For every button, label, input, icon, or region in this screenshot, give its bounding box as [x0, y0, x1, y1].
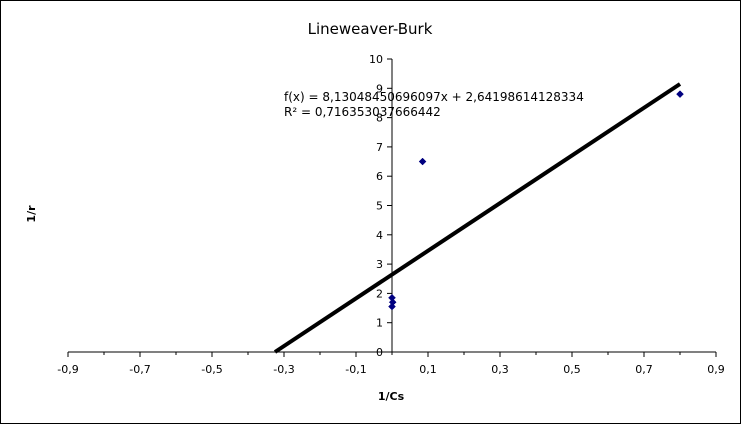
x-tick-label: -0,3 — [273, 363, 294, 376]
y-tick-label: 4 — [376, 229, 383, 242]
trendline-group — [273, 82, 682, 354]
x-tick-label: -0,1 — [345, 363, 366, 376]
x-tick-label: 0,9 — [707, 363, 725, 376]
data-point — [388, 302, 396, 311]
axes: -0,9 -0,7 -0,5 -0,3 -0,1 0,1 0,3 0,5 0,7 0,9 0 1 2 3 4… — [57, 53, 724, 376]
y-tick-label: 6 — [376, 170, 383, 183]
data-point — [676, 90, 684, 99]
y-tick-label: 1 — [376, 317, 383, 330]
y-tick-label: 8 — [376, 112, 383, 125]
y-tick-label: 0 — [376, 346, 383, 359]
x-tick-label: 0,7 — [635, 363, 653, 376]
trendline — [273, 82, 682, 354]
y-tick-label: 5 — [376, 200, 383, 213]
y-tick-label: 3 — [376, 258, 383, 271]
y-tick-label: 10 — [369, 53, 383, 66]
y-tick-label: 7 — [376, 141, 383, 154]
x-axis-title: 1/Cs — [378, 390, 405, 403]
y-tick-label: 2 — [376, 287, 383, 300]
chart-title: Lineweaver-Burk — [308, 20, 433, 38]
x-tick-label: 0,5 — [563, 363, 581, 376]
y-tick-label: 9 — [376, 82, 383, 95]
y-axis-title: 1/r — [25, 205, 38, 223]
x-tick-label: -0,5 — [201, 363, 222, 376]
trendline-r-squared: R² = 0,716353037666442 — [284, 105, 441, 119]
x-tick-label: -0,9 — [57, 363, 78, 376]
x-tick-label: 0,3 — [491, 363, 509, 376]
x-tick-label: 0,1 — [419, 363, 437, 376]
data-points — [388, 90, 684, 311]
data-point — [418, 157, 427, 166]
trendline-equation: f(x) = 8,13048450696097x + 2,64198614128… — [284, 90, 584, 104]
x-tick-label: -0,7 — [129, 363, 150, 376]
